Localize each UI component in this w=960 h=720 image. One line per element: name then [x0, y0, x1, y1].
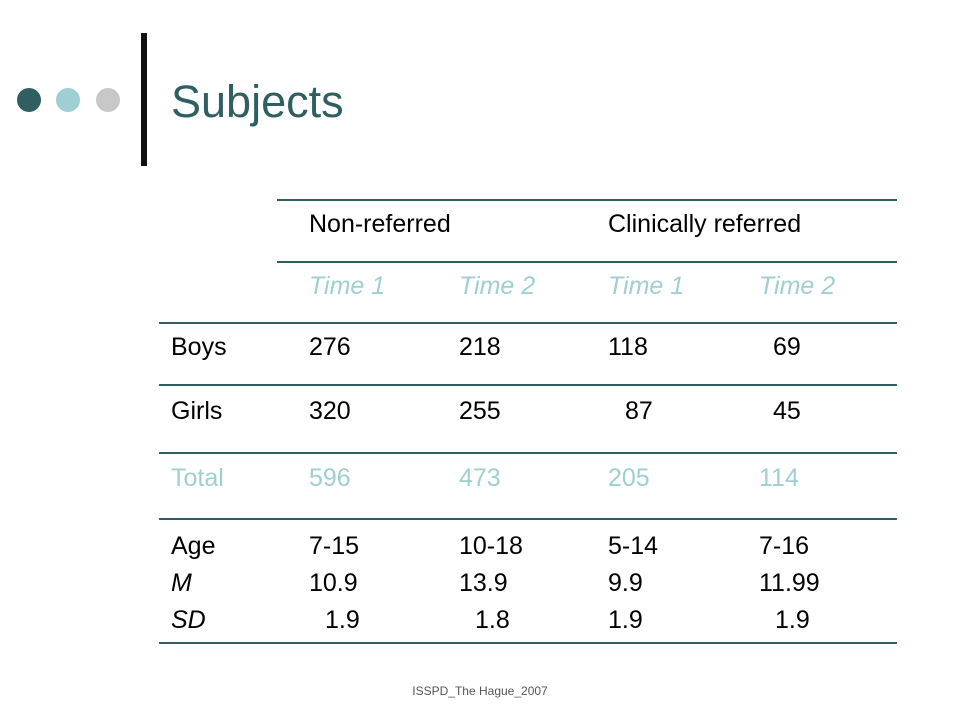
slide-footer: ISSPD_The Hague_2007	[412, 684, 548, 698]
age-label: Age	[171, 532, 216, 560]
group-header-nonreferred: Non-referred	[309, 210, 451, 238]
row-label: Total	[171, 464, 224, 492]
table-cell: 473	[459, 464, 501, 492]
table-row: Boys 276 218 118 69	[159, 322, 897, 384]
table-top-rule	[277, 199, 897, 201]
slide-title: Subjects	[171, 76, 344, 127]
mean-label: M	[171, 569, 192, 597]
light-teal-dot	[56, 88, 80, 112]
table-cell: 596	[309, 464, 351, 492]
table-cell: 320	[309, 397, 351, 425]
age-range: 7-16	[759, 532, 810, 560]
time-header-cell: Time 1	[608, 272, 685, 300]
table-cell: 69	[773, 333, 801, 361]
table-cell: 45	[773, 397, 801, 425]
gray-dot	[96, 88, 120, 112]
table-row-total: Total 596 473 205 114	[159, 452, 897, 518]
age-column: 7-16 11.99 1.9	[759, 528, 820, 639]
time-header-cell: Time 2	[759, 272, 836, 300]
row-rule	[159, 452, 897, 454]
row-rule	[159, 384, 897, 386]
group-header-row: Non-referred Clinically referred	[159, 199, 897, 261]
header-bottom-rule	[159, 322, 897, 324]
age-range: 5-14	[608, 532, 659, 560]
row-rule	[159, 518, 897, 520]
age-sd: 1.8	[475, 606, 510, 634]
age-mean: 10.9	[309, 569, 358, 597]
age-range: 7-15	[309, 532, 360, 560]
decorative-dots	[17, 88, 127, 114]
age-range: 10-18	[459, 532, 523, 560]
age-mean: 11.99	[759, 569, 820, 597]
age-mean: 13.9	[459, 569, 508, 597]
table-cell: 205	[608, 464, 650, 492]
group-header-rule	[277, 261, 897, 263]
table-cell: 218	[459, 333, 501, 361]
table-cell: 87	[625, 397, 653, 425]
row-label: Girls	[171, 397, 223, 425]
age-mean: 9.9	[608, 569, 643, 597]
title-divider-bar	[141, 33, 147, 166]
time-header-cell: Time 1	[309, 272, 386, 300]
sd-label: SD	[171, 606, 206, 634]
table-cell: 114	[759, 464, 799, 492]
age-column: 7-15 10.9 1.9	[309, 528, 360, 639]
age-labels: Age M SD	[171, 528, 215, 639]
table-bottom-rule	[159, 642, 897, 644]
age-sd: 1.9	[325, 606, 360, 634]
age-column: 10-18 13.9 1.8	[459, 528, 523, 639]
group-header-clinically-referred: Clinically referred	[608, 210, 802, 238]
dark-teal-dot	[17, 88, 41, 112]
row-label: Boys	[171, 333, 227, 361]
time-header-cell: Time 2	[459, 272, 536, 300]
table-row: Girls 320 255 87 45	[159, 384, 897, 452]
table-cell: 118	[608, 333, 648, 361]
age-block-row: Age M SD 7-15 10.9 1.9 10-18 13.9 1.8 5-…	[159, 520, 897, 642]
age-sd: 1.9	[608, 606, 643, 634]
age-column: 5-14 9.9 1.9	[608, 528, 658, 639]
table-cell: 276	[309, 333, 351, 361]
time-header-row: Time 1 Time 2 Time 1 Time 2	[159, 261, 897, 322]
table-cell: 255	[459, 397, 501, 425]
age-sd: 1.9	[775, 606, 810, 634]
